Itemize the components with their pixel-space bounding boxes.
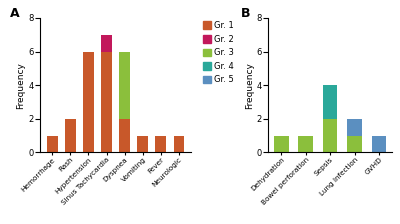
Bar <box>47 136 58 152</box>
Bar <box>101 35 112 52</box>
Y-axis label: Frequency: Frequency <box>245 62 254 109</box>
Text: B: B <box>241 7 250 20</box>
Bar <box>347 119 362 136</box>
Bar <box>347 136 362 152</box>
Text: A: A <box>10 7 19 20</box>
Bar <box>274 136 288 152</box>
Bar <box>83 52 94 152</box>
Bar <box>101 52 112 152</box>
Bar <box>65 119 76 152</box>
Bar <box>323 85 338 119</box>
Bar <box>372 136 386 152</box>
Legend: Gr. 1, Gr. 2, Gr. 3, Gr. 4, Gr. 5: Gr. 1, Gr. 2, Gr. 3, Gr. 4, Gr. 5 <box>201 19 236 86</box>
Bar <box>323 119 338 152</box>
Y-axis label: Frequency: Frequency <box>16 62 26 109</box>
Bar <box>119 52 130 119</box>
Bar <box>174 136 184 152</box>
Bar <box>119 119 130 152</box>
Bar <box>137 136 148 152</box>
Bar <box>298 136 313 152</box>
Bar <box>156 136 166 152</box>
